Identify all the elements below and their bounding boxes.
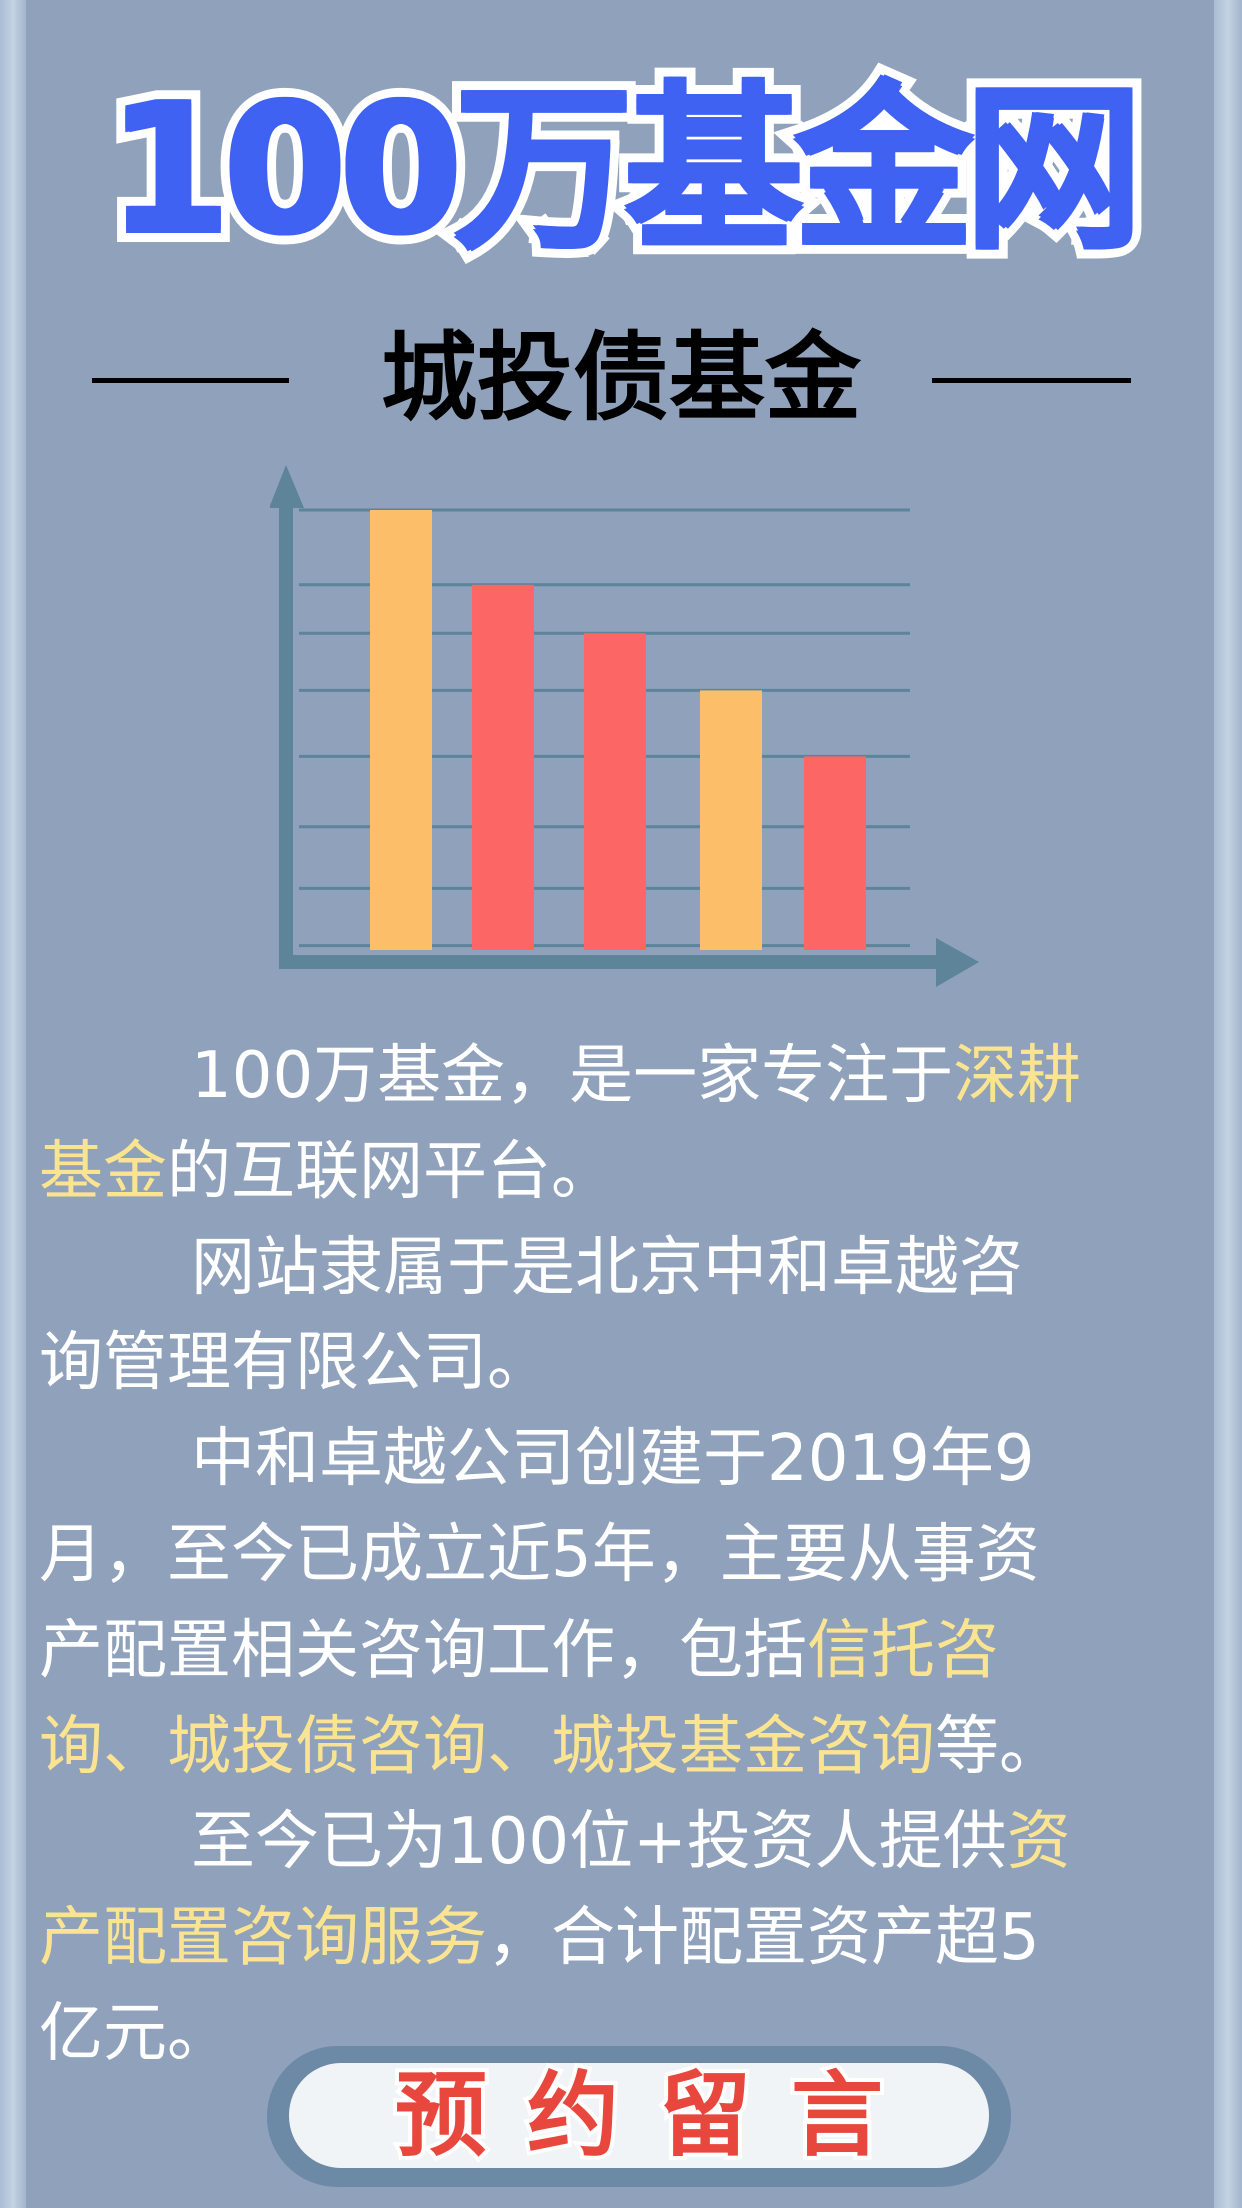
bar [472,584,534,950]
body-text: 月，至今已成立近5年，主要从事资 [39,1517,1040,1592]
y-axis [279,495,293,969]
body-text: 至今已为100位+投资人提供 [191,1805,1007,1880]
bar [370,510,432,950]
highlight-text: 基金 [39,1134,167,1209]
leave-message-button-label: 预约留言 [391,2059,923,2172]
bar [700,690,762,950]
body-text: 产配置相关咨询工作，包括 [39,1613,807,1688]
page-title: 100万基金网 [96,59,1154,281]
divider-left [92,378,289,383]
y-axis-arrow-icon [270,465,304,508]
bar [584,633,646,950]
left-border [0,0,26,2208]
page-subtitle: 城投债基金 [381,322,861,434]
text-line: 中和卓越公司创建于2019年9 [39,1412,1081,1508]
leave-message-button[interactable]: 预约留言 [267,2046,1011,2187]
text-line: 网站隶属于是北京中和卓越咨 [39,1221,1081,1317]
intro-text: 100万基金，是一家专注于深耕 基金的互联网平台。 网站隶属于是北京中和卓越咨 询管理… [39,1029,1081,2083]
text-line: 至今已为100位+投资人提供资 [39,1795,1081,1891]
text-line: 基金的互联网平台。 [39,1125,1081,1221]
text-line: 产配置相关咨询工作，包括信托咨 [39,1604,1081,1700]
body-text: 100万基金，是一家专注于 [191,1039,954,1113]
bar [804,756,866,950]
highlight-text: 资 [1006,1805,1071,1880]
body-text: 中和卓越公司创建于2019年9 [191,1422,1035,1497]
body-text: 的互联网平台。 [167,1134,615,1209]
highlight-text: 询、城投债咨询、城投基金咨询 [39,1709,935,1784]
text-line: 100万基金，是一家专注于深耕 [39,1029,1081,1125]
body-text: 网站隶属于是北京中和卓越咨 [191,1230,1023,1305]
highlight-text: 产配置咨询服务 [39,1901,487,1976]
highlight-text: 深耕 [953,1039,1082,1113]
body-text: 亿元。 [39,1996,231,2071]
x-axis-arrow-icon [936,938,979,987]
text-line: 月，至今已成立近5年，主要从事资 [39,1508,1081,1604]
leave-message-button-inner[interactable]: 预约留言 [289,2059,989,2172]
body-text: 等。 [935,1709,1063,1784]
text-line: 亿元。 [39,1987,1081,2083]
text-line: 产配置咨询服务，合计配置资产超5 [39,1891,1081,1987]
text-line: 询、城投债咨询、城投基金咨询等。 [39,1700,1081,1796]
bar-chart-illustration [270,465,979,987]
divider-right [932,378,1131,383]
highlight-text: 信托咨 [807,1613,999,1688]
text-line: 询管理有限公司。 [39,1316,1081,1412]
x-axis [279,955,939,969]
body-text: 询管理有限公司。 [39,1326,551,1401]
right-border [1214,0,1242,2208]
body-text: ，合计配置资产超5 [487,1901,1040,1976]
